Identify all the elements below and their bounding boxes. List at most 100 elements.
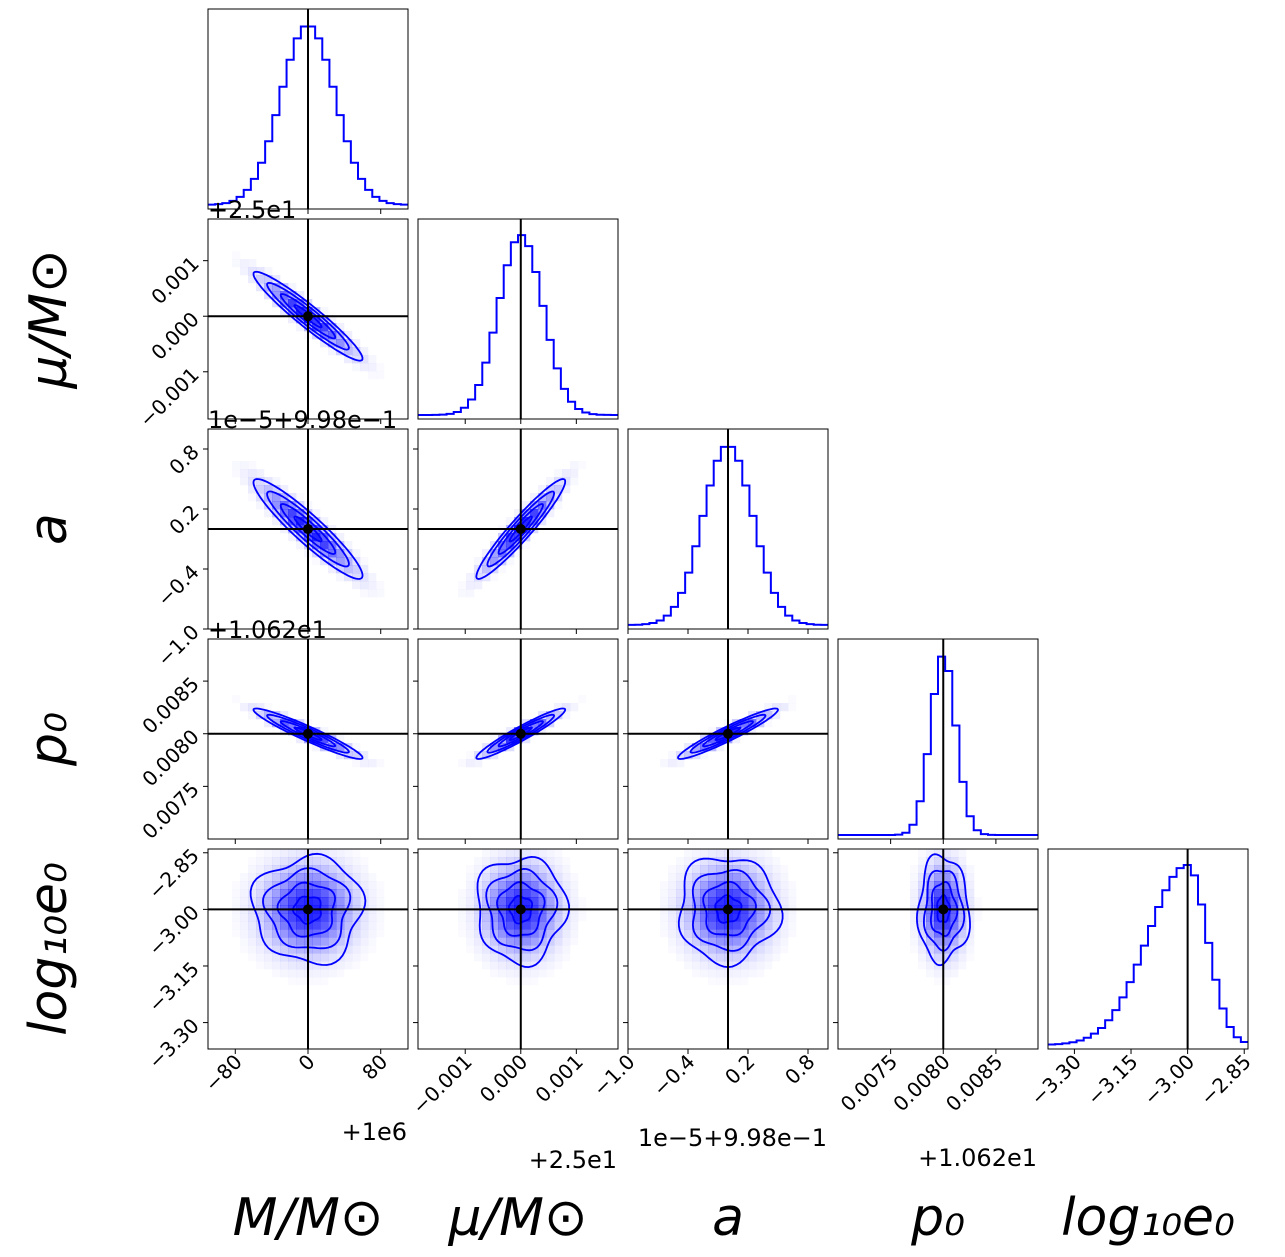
contour-1	[714, 894, 743, 924]
contour-4	[677, 857, 784, 969]
x-axis-label-M: M/M⊙	[233, 1188, 384, 1248]
x-tick-label: 0.2	[720, 1050, 759, 1089]
x-axis-label-p0: p₀	[910, 1188, 965, 1248]
contour-4	[252, 478, 364, 580]
y-tick-label: 0.0080	[137, 725, 203, 791]
truth-marker	[303, 728, 313, 739]
contour-2	[497, 720, 544, 748]
contour-3	[689, 713, 767, 754]
y-tick-label: 0.0085	[137, 672, 203, 738]
x-tick-label: −2.85	[1195, 1050, 1255, 1110]
panel-a-a	[627, 428, 829, 634]
contour-4	[252, 707, 364, 760]
histogram-mu	[418, 234, 618, 416]
contour-3	[691, 869, 772, 952]
y-tick-label: 0.8	[164, 440, 203, 479]
y-tick-label: −3.30	[143, 1013, 203, 1073]
y-axis-label-p0: p₀	[19, 712, 79, 767]
x-tick-label: 0.001	[530, 1050, 587, 1107]
truth-marker	[515, 904, 526, 915]
y-tick-label: −1.0	[152, 620, 203, 671]
truth-marker	[303, 904, 313, 915]
truth-marker	[515, 524, 526, 534]
y-tick-label: 0.2	[164, 500, 203, 539]
panel-frame	[627, 848, 829, 1050]
contour-4	[475, 478, 567, 580]
panel-frame	[837, 638, 1039, 840]
contour-3	[486, 490, 556, 568]
panel-p0-mu	[413, 638, 619, 844]
x-tick-label: −3.00	[1139, 1050, 1199, 1110]
contour-2	[496, 881, 546, 937]
x-tick-label: −3.30	[1026, 1050, 1086, 1110]
x-tick-label: −0.4	[648, 1050, 699, 1101]
y-axis-label-a: a	[19, 513, 79, 545]
panel-frame	[627, 638, 829, 840]
panel-frame	[1047, 848, 1249, 1050]
y-tick-label: −3.00	[143, 900, 203, 960]
x-tick-label: −1.0	[588, 1050, 639, 1101]
truth-marker	[303, 524, 313, 534]
contour-2	[929, 880, 959, 938]
panel-loge0-M	[203, 848, 409, 1054]
x-axis-label-loge0: log₁₀e₀	[1061, 1188, 1235, 1248]
histogram-loge0	[1048, 864, 1248, 1046]
x-tick-label: 0.8	[780, 1050, 819, 1089]
x-offset-text-M: +1e6	[342, 1118, 407, 1146]
panel-p0-p0	[837, 638, 1039, 844]
contour-1	[936, 894, 952, 923]
truth-marker	[303, 311, 313, 322]
contour-2	[276, 881, 337, 938]
y-tick-label: 0.001	[146, 251, 203, 308]
x-tick-label: −80	[200, 1050, 247, 1097]
panel-frame	[627, 428, 829, 630]
x-tick-label: −3.15	[1082, 1050, 1142, 1110]
contour-3	[266, 490, 350, 568]
x-tick-label: 0.0080	[888, 1050, 954, 1116]
y-axis-label-mu: μ/M⊙	[19, 249, 79, 389]
contour-3	[262, 867, 352, 950]
contour-2	[279, 503, 337, 555]
x-axis-label-a: a	[712, 1188, 744, 1248]
contour-3	[266, 281, 350, 351]
contour-4	[252, 270, 364, 362]
contour-4	[249, 852, 367, 966]
panel-p0-M	[203, 638, 409, 844]
y-offset-text-a: 1e−5+9.98e−1	[208, 406, 397, 434]
y-tick-label: −0.001	[134, 363, 203, 432]
y-tick-label: −0.4	[152, 560, 203, 611]
contour-1	[508, 726, 533, 742]
contour-3	[266, 713, 350, 754]
x-tick-label: 0	[294, 1050, 320, 1076]
panel-p0-a	[623, 638, 829, 844]
contour-4	[476, 855, 571, 969]
x-tick-label: 0.0075	[836, 1050, 902, 1116]
contour-1	[508, 515, 533, 543]
x-tick-label: −0.001	[407, 1050, 476, 1119]
panel-loge0-loge0	[1047, 848, 1249, 1054]
panel-loge0-mu	[413, 848, 619, 1054]
truth-marker	[938, 904, 949, 915]
x-tick-label: 0.000	[475, 1050, 532, 1107]
contour-2	[279, 293, 337, 340]
contour-4	[677, 707, 779, 760]
y-tick-label: −3.15	[143, 957, 203, 1017]
panel-mu-mu	[417, 218, 619, 424]
panel-a-mu	[413, 428, 619, 634]
panel-mu-M	[203, 218, 409, 424]
histogram-p0	[838, 655, 1038, 836]
y-tick-label: 0.0075	[137, 777, 203, 843]
contour-3	[485, 867, 559, 952]
panel-frame	[837, 848, 1039, 1050]
panel-loge0-p0	[833, 848, 1039, 1054]
panel-frame	[417, 638, 619, 840]
y-offset-text-mu: +2.5e1	[208, 196, 296, 224]
contour-1	[714, 726, 742, 742]
panel-frame	[417, 428, 619, 630]
x-axis-label-mu: μ/M⊙	[447, 1188, 587, 1248]
panel-loge0-a	[623, 848, 829, 1054]
y-tick-label: −2.85	[143, 844, 203, 904]
contour-1	[292, 895, 322, 925]
x-offset-text-a: 1e−5+9.98e−1	[638, 1124, 827, 1152]
